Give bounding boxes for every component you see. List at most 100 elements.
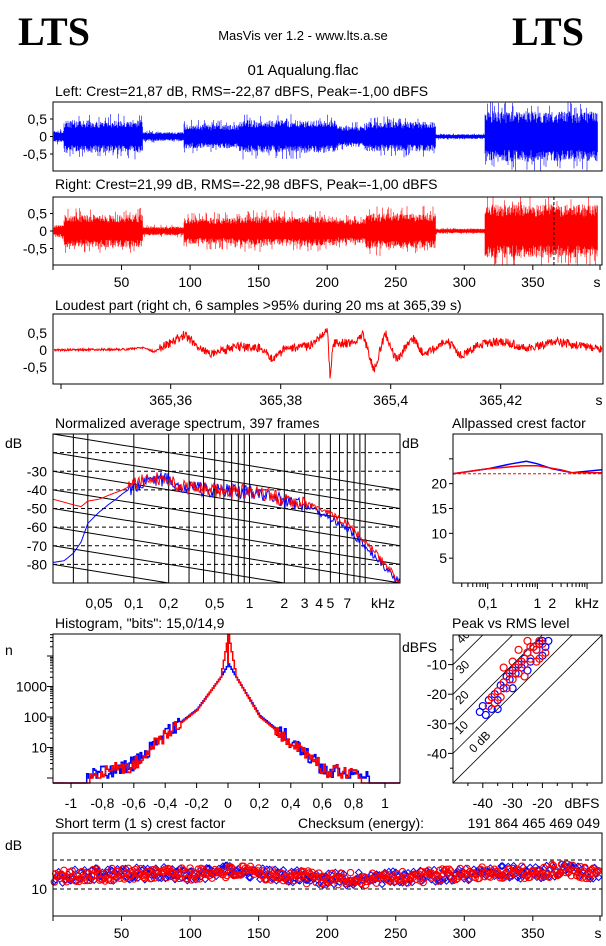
spectrum-xtick-label: 3 [301, 595, 309, 611]
spectrum-slope-line [53, 508, 400, 565]
short-crest-title: Short term (1 s) crest factor [55, 815, 226, 831]
short-crest-xtick-label: 200 [316, 925, 340, 941]
spectrum-title: Normalized average spectrum, 397 frames [55, 415, 320, 431]
loudest-part-title: Loudest part (right ch, 6 samples >95% d… [55, 297, 462, 313]
waveform-xtick-label: 100 [178, 274, 202, 290]
peak-rms-xtick-label: -40 [473, 795, 493, 811]
short-crest-right-point [540, 863, 548, 872]
spectrum-ytick-label: -50 [27, 501, 47, 517]
short-crest-right-point [481, 872, 489, 881]
short-crest-right-point [346, 868, 355, 877]
short-crest-right-point [186, 864, 194, 872]
loudest-ytick-label: -0,5 [23, 359, 47, 375]
histogram-title: Histogram, "bits": 15,0/14,9 [55, 615, 225, 631]
short-crest-left-point [442, 876, 451, 885]
spectrum-frame [52, 433, 401, 584]
peak-rms-ylabel: dBFS [402, 639, 437, 655]
peak-rms-xlabel: dBFS [564, 795, 599, 811]
short-crest-right-point [102, 868, 111, 877]
histogram-xtick-label: 0,2 [250, 795, 270, 811]
loudest-xtick-label: 365,38 [259, 392, 302, 408]
short-crest-right-point [119, 865, 127, 873]
lts-logo-left: LTS [18, 9, 90, 54]
short-crest-left-point [497, 862, 506, 871]
waveform-xtick-label: 200 [316, 274, 340, 290]
spectrum-slope-line [53, 526, 400, 583]
short-crest-ytick-label: 10 [31, 881, 47, 897]
short-crest-right-point [545, 873, 554, 881]
peak-rms-ytick-label: -40 [427, 745, 447, 761]
short-crest-right-point [108, 864, 116, 873]
allpassed-ytick-label: 20 [431, 476, 447, 492]
allpassed-ytick-label: 5 [439, 550, 447, 566]
peak-rms-right-point [508, 657, 517, 666]
short-crest-right-point [345, 876, 353, 885]
peak-rms-right-point [541, 648, 550, 657]
spectrum-slope-line [53, 434, 400, 491]
peak-rms-xtick-label: -30 [502, 795, 522, 811]
histogram-right-line [53, 633, 400, 784]
allpassed-ylabel: dB [402, 435, 419, 451]
allpassed-xtick-label: 0,1 [478, 595, 498, 611]
right-waveform-ytick-label: -0,5 [23, 241, 47, 257]
short-crest-right-point [317, 879, 326, 888]
histogram-xtick-label: -1 [65, 795, 78, 811]
loudest-part-trace [53, 328, 603, 379]
peak-rms-right-point [499, 663, 508, 672]
short-crest-right-point [145, 867, 153, 876]
short-crest-right-point [305, 869, 314, 877]
left-waveform-title: Left: Crest=21,87 dB, RMS=-22,87 dBFS, P… [55, 83, 428, 99]
peak-rms-right-point [514, 645, 523, 654]
left-waveform-ytick-label: 0 [39, 129, 47, 145]
short-crest-right-point [147, 874, 156, 883]
crest-line [453, 635, 602, 783]
peak-rms-xtick-label: -20 [532, 795, 552, 811]
histogram-frame [52, 633, 401, 784]
peak-rms-left-point [508, 684, 517, 693]
short-crest-xunit: s [595, 925, 602, 941]
spectrum-xtick-label: 1 [246, 595, 254, 611]
short-crest-right-point [271, 873, 279, 881]
histogram-xtick-label: 1 [381, 795, 389, 811]
short-crest-right-point [160, 867, 168, 875]
short-crest-right-point [343, 878, 352, 886]
allpassed-ytick-label: 15 [431, 501, 447, 517]
allpassed-xtick-label: 2 [548, 595, 556, 611]
allpassed-left-line [452, 460, 603, 475]
short-crest-right-point [300, 868, 308, 876]
short-crest-right-point [361, 881, 370, 889]
short-crest-right-point [163, 873, 171, 882]
spectrum-xtick-label: 2 [280, 595, 288, 611]
short-crest-right-point [94, 869, 102, 877]
short-crest-right-point [518, 862, 526, 871]
lts-logo-right: LTS [512, 9, 584, 54]
peak-rms-left-point [481, 710, 490, 720]
spectrum-slope-line [53, 452, 400, 509]
short-crest-right-point [121, 873, 130, 881]
loudest-ytick-label: 0,5 [28, 325, 48, 341]
short-crest-xtick-label: 250 [384, 925, 408, 941]
crest-line [453, 635, 573, 754]
short-crest-right-point [116, 874, 124, 882]
allpassed-ytick-label: 10 [431, 525, 447, 541]
spectrum-xtick-label: 0,1 [124, 595, 144, 611]
short-crest-right-point [237, 871, 245, 879]
histogram-xtick-label: -0,2 [185, 795, 209, 811]
left-waveform-ytick-label: -0,5 [23, 146, 47, 162]
short-crest-right-point [398, 867, 407, 876]
short-crest-right-point [568, 861, 577, 870]
short-crest-xtick-label: 350 [521, 925, 545, 941]
spectrum-ytick-label: -80 [27, 556, 47, 572]
short-crest-right-point [62, 878, 71, 886]
spectrum-ytick-label: -70 [27, 538, 47, 554]
short-crest-right-point [87, 871, 96, 880]
short-crest-right-point [245, 866, 253, 875]
waveform-xtick-label: 250 [384, 274, 408, 290]
short-crest-right-point [549, 861, 558, 870]
short-crest-right-point [419, 878, 427, 887]
short-crest-right-point [335, 873, 344, 881]
spectrum-grid [53, 434, 400, 583]
spectrum-xunit: kHz [371, 595, 395, 611]
crest-line [453, 635, 484, 665]
